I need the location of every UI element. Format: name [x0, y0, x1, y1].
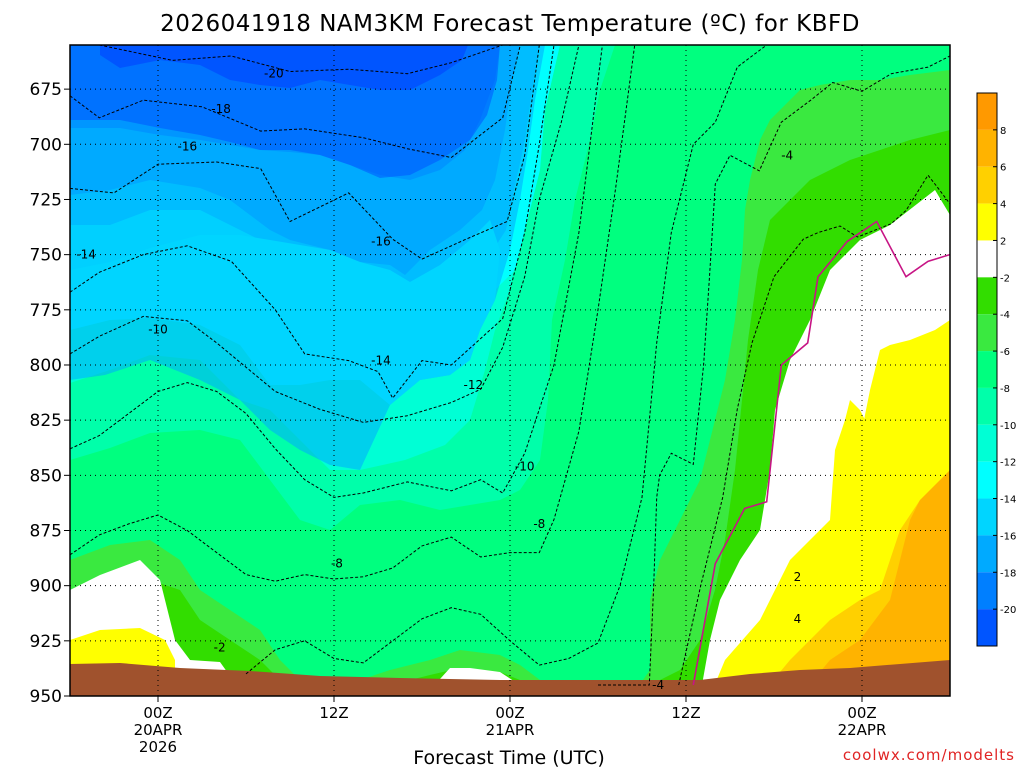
isotherm-line-4 [70, 45, 580, 423]
colorbar-swatch [977, 129, 997, 167]
colorbar-label: -20 [1000, 605, 1016, 616]
contour-label: -2 [214, 640, 226, 654]
x-tick-label: 00Z [847, 704, 876, 722]
y-tick-label: 875 [30, 521, 62, 541]
colorbar-label: -2 [1000, 273, 1010, 284]
colorbar-label: 8 [1000, 126, 1006, 137]
contour-label: -18 [211, 102, 231, 116]
colorbar-label: 2 [1000, 236, 1006, 247]
y-tick-label: 750 [30, 246, 62, 266]
colorbar-swatch [977, 351, 997, 388]
colorbar-label: 4 [1000, 200, 1006, 211]
y-axis: 675 700 725 750 775 800 825 850 875 900 925 950 [30, 80, 70, 707]
colorbar-swatch [977, 424, 997, 462]
colorbar-swatch [977, 609, 997, 646]
contour-label: 2 [794, 570, 802, 584]
x-tick-label: 22APR [838, 721, 887, 739]
colorbar-label: 6 [1000, 163, 1006, 174]
isotherm-line-2 [70, 45, 540, 260]
x-tick-label: 12Z [319, 704, 348, 722]
contour-label: -4 [781, 148, 793, 162]
contour-label: -10 [515, 459, 535, 473]
colorbar-swatch [977, 240, 997, 278]
contour-label: -20 [264, 67, 284, 81]
x-tick-label: 00Z [143, 704, 172, 722]
contour-label: -14 [76, 248, 96, 262]
x-tick-label: 00Z [495, 704, 524, 722]
colorbar-label: -14 [1000, 495, 1016, 506]
contour-label: -8 [533, 517, 545, 531]
isotherm-line-7 [245, 45, 768, 675]
contour-label: -16 [178, 140, 198, 154]
x-tick-label: 21APR [486, 721, 535, 739]
temperature-fill [70, 45, 950, 696]
colorbar-label: -10 [1000, 421, 1016, 432]
credit-text: coolwx.com/modelts [843, 746, 1015, 764]
y-tick-label: 725 [30, 190, 62, 210]
contour-label: -12 [464, 378, 484, 392]
colorbar-label: -4 [1000, 310, 1010, 321]
colorbar: 8 6 4 2 -2 -4 -6 -8 -10 -12 -14 -16 -18 -20 [976, 92, 1016, 647]
contour-label: -16 [371, 234, 391, 248]
colorbar-label: -18 [1000, 568, 1016, 579]
isotherm-line-9 [678, 174, 950, 686]
x-axis-label: Forecast Time (UTC) [413, 747, 604, 768]
isotherm-line-1 [70, 45, 521, 159]
x-tick-label: 2026 [139, 738, 177, 756]
x-tick-label: 20APR [134, 721, 183, 739]
x-tick-label: 12Z [671, 704, 700, 722]
colorbar-swatch [977, 572, 997, 610]
y-tick-label: 825 [30, 411, 62, 431]
chart-title: 2026041918 NAM3KM Forecast Temperature (… [160, 11, 860, 37]
isotherm-line-10 [692, 220, 950, 686]
colorbar-label: -8 [1000, 384, 1010, 395]
y-tick-label: 950 [30, 687, 62, 707]
contour-label: -8 [331, 557, 343, 571]
colorbar-swatch [977, 461, 997, 499]
y-tick-label: 675 [30, 80, 62, 100]
colorbar-label: -6 [1000, 347, 1010, 358]
isotherm-line-3 [70, 45, 555, 400]
isotherm-line-8 [598, 55, 950, 686]
colorbar-frame [976, 92, 998, 647]
colorbar-swatch [977, 535, 997, 573]
y-tick-label: 900 [30, 577, 62, 597]
colorbar-label: -16 [1000, 531, 1016, 542]
colorbar-swatch [977, 93, 997, 130]
isotherm-line-5 [70, 45, 603, 498]
isotherm-line-6 [70, 45, 636, 582]
colorbar-swatch [977, 387, 997, 425]
y-tick-label: 700 [30, 135, 62, 155]
contour-label: -4 [652, 678, 664, 692]
colorbar-label: -12 [1000, 458, 1016, 469]
colorbar-swatch [977, 314, 997, 352]
contour-label: 4 [794, 612, 802, 626]
contour-labels: -20 -18 -16 -16 -14 -14 -12 -10 -10 -8 -8 -4 -4 -2 2 4 [76, 67, 801, 692]
colorbar-swatch [977, 277, 997, 315]
y-tick-label: 925 [30, 632, 62, 652]
y-tick-label: 775 [30, 301, 62, 321]
contour-label: -14 [371, 354, 391, 368]
y-tick-label: 800 [30, 356, 62, 376]
y-tick-label: 850 [30, 466, 62, 486]
colorbar-swatch [977, 203, 997, 241]
contour-label: -10 [148, 323, 168, 337]
colorbar-swatch [977, 498, 997, 536]
colorbar-swatch [977, 166, 997, 204]
isotherm-lines [70, 45, 950, 686]
grid-lines [70, 45, 950, 697]
